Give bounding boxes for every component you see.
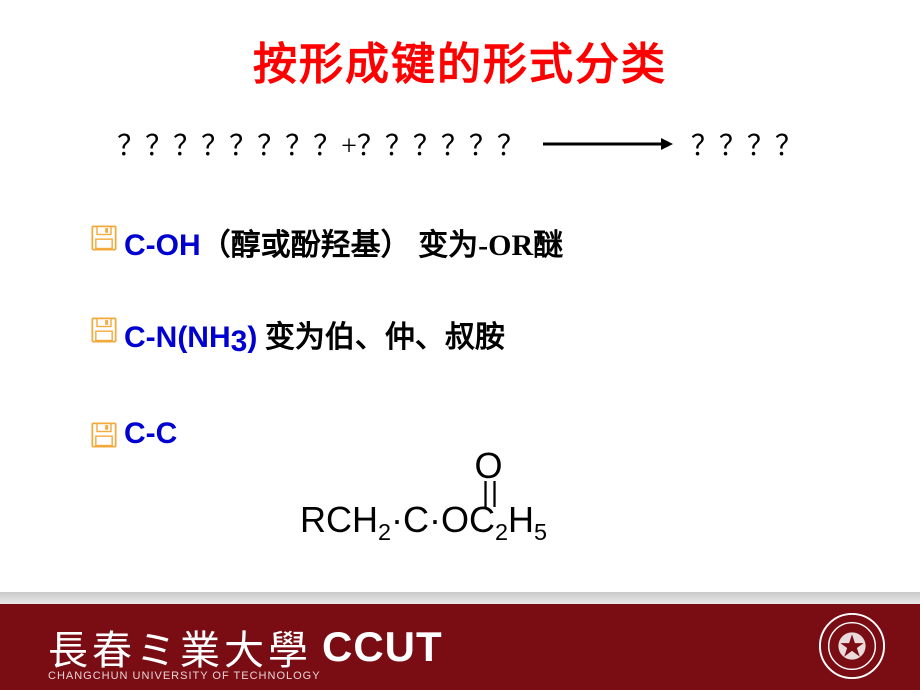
slide: 按形成键的形式分类 ？？？？？？？？+？？？？？？ ？？？？ C-OH（醇或酚羟… [0,0,920,690]
item-text: C-N(NH3) 变为伯、仲、叔胺 [124,312,505,359]
formula-sub: 2 [378,519,391,545]
university-name-cn: 長春ミ業大學 [48,618,312,676]
formula-sub: 5 [534,519,547,545]
formula-sub: 2 [495,519,508,545]
item-text: C-C [124,417,177,451]
item-label: C-OH [124,229,201,262]
formula-part: H [508,499,534,540]
list-item: C-OH（醇或酚羟基） 变为-OR醚 [90,220,920,264]
item-desc: （醇或酚羟基） 变为-OR醚 [201,229,564,262]
formula-main: RCH2·C·OC2H5 [300,502,547,545]
reaction-row: ？？？？？？？？+？？？？？？ ？？？？ [0,124,920,164]
item-text: C-OH（醇或酚羟基） 变为-OR醚 [124,220,563,264]
disk-icon [90,421,118,449]
university-seal-icon [818,612,886,680]
footer-main: 長春ミ業大學 CCUT CHANGCHUN UNIVERSITY OF TECH… [0,604,920,690]
arrow-icon [543,134,673,154]
reaction-left: ？？？？？？？？+？？？？？？ [117,124,525,164]
chemical-formula: O | | RCH2·C·OC2H5 [300,448,547,545]
item-sub: 3 [231,325,248,358]
item-label-tail: ) [247,321,257,354]
university-subtitle: CHANGCHUN UNIVERSITY OF TECHNOLOGY [48,670,321,682]
formula-part: RCH [300,499,378,540]
item-label: C-N(NH [124,321,231,354]
list-item: C-N(NH3) 变为伯、仲、叔胺 [90,312,920,359]
slide-title: 按形成键的形式分类 [0,0,920,92]
formula-part: ·C·OC [391,499,495,540]
footer-strip [0,592,920,604]
item-label: C-C [124,417,177,450]
disk-icon [90,224,118,252]
reaction-right: ？？？？ [691,124,803,164]
footer: 長春ミ業大學 CCUT CHANGCHUN UNIVERSITY OF TECH… [0,592,920,690]
item-desc: 变为伯、仲、叔胺 [257,321,505,354]
university-name-en: CCUT [322,623,443,671]
list-item: C-C [90,417,920,451]
disk-icon [90,316,118,344]
